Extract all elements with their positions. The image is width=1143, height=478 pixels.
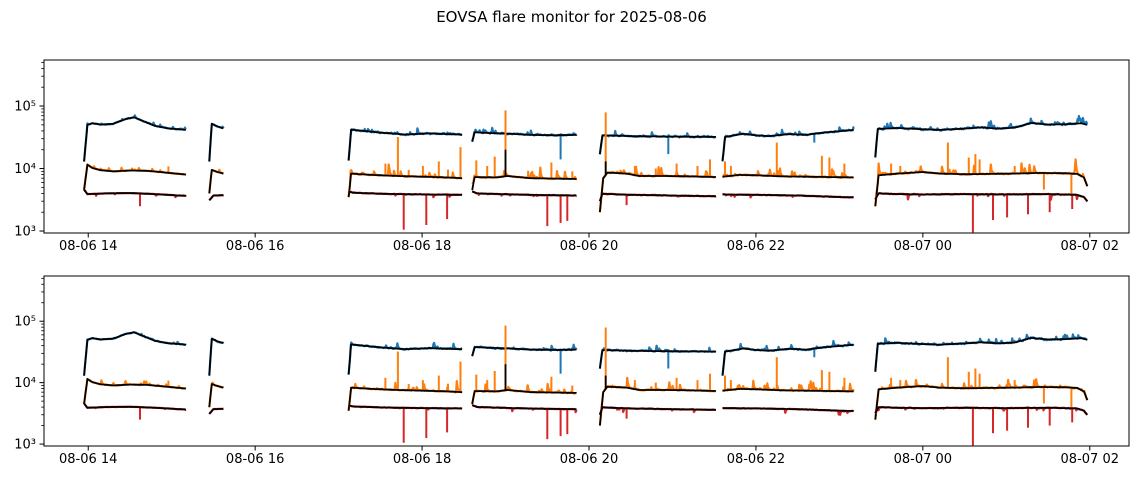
series-band-low	[83, 188, 1089, 233]
series-band-mid-median	[83, 378, 1089, 426]
y-tick-label: 10³	[14, 438, 36, 453]
x-tick-label: 08-06 22	[727, 452, 785, 467]
series-band-low-median	[83, 189, 1088, 202]
x-tick-label: 08-06 22	[727, 239, 785, 254]
series-band-low-median	[83, 402, 1088, 416]
series-band-high-trace	[83, 114, 1089, 162]
x-tick-label: 08-07 02	[1061, 452, 1119, 467]
chart-title: EOVSA flare monitor for 2025-08-06	[436, 8, 707, 26]
x-tick-label: 08-06 14	[59, 452, 117, 467]
axes-frame-upper	[43, 59, 1130, 234]
y-tick-label: 10⁵	[14, 315, 36, 330]
series-band-low-trace	[83, 402, 1088, 416]
y-tick-label: 10³	[14, 225, 36, 240]
x-tick-label: 08-06 14	[59, 239, 117, 254]
y-tick-label: 10⁴	[14, 376, 36, 391]
series-band-mid-median	[83, 163, 1089, 213]
axes-upper: 08-06 14 08-06 16 08-06 18 08-06 20 08-06 22…	[14, 59, 1130, 254]
x-tick-label: 08-06 20	[560, 452, 618, 467]
series-band-high	[83, 114, 1089, 162]
series-band-high-trace	[83, 331, 1088, 376]
y-tick-label: 10⁵	[14, 100, 36, 115]
series-band-mid	[83, 325, 1089, 426]
x-tick-label: 08-07 00	[894, 239, 952, 254]
y-tick-label: 10⁴	[14, 162, 36, 177]
series-band-low-trace	[83, 188, 1089, 203]
series-band-high-median	[83, 331, 1088, 376]
series-band-mid	[83, 110, 1089, 213]
series-band-mid-trace	[83, 158, 1089, 213]
x-tick-label: 08-06 18	[393, 452, 451, 467]
series-band-high-median	[83, 116, 1088, 162]
axes-frame-lower	[43, 275, 1130, 447]
series-band-low	[83, 402, 1088, 446]
x-tick-label: 08-07 00	[894, 452, 952, 467]
x-tick-label: 08-06 18	[393, 239, 451, 254]
series-band-mid-trace	[83, 376, 1089, 426]
x-tick-label: 08-07 02	[1061, 239, 1119, 254]
panel-lower: 08-06 14 08-06 16 08-06 18 08-06 20 08-06 22…	[14, 275, 1130, 467]
x-tick-label: 08-06 16	[226, 239, 284, 254]
series-band-high	[83, 331, 1088, 376]
panel-upper: 08-06 14 08-06 16 08-06 18 08-06 20 08-06 22…	[14, 59, 1130, 254]
x-tick-label: 08-06 20	[560, 239, 618, 254]
axes-lower: 08-06 14 08-06 16 08-06 18 08-06 20 08-06 22…	[14, 275, 1130, 467]
x-tick-label: 08-06 16	[226, 452, 284, 467]
